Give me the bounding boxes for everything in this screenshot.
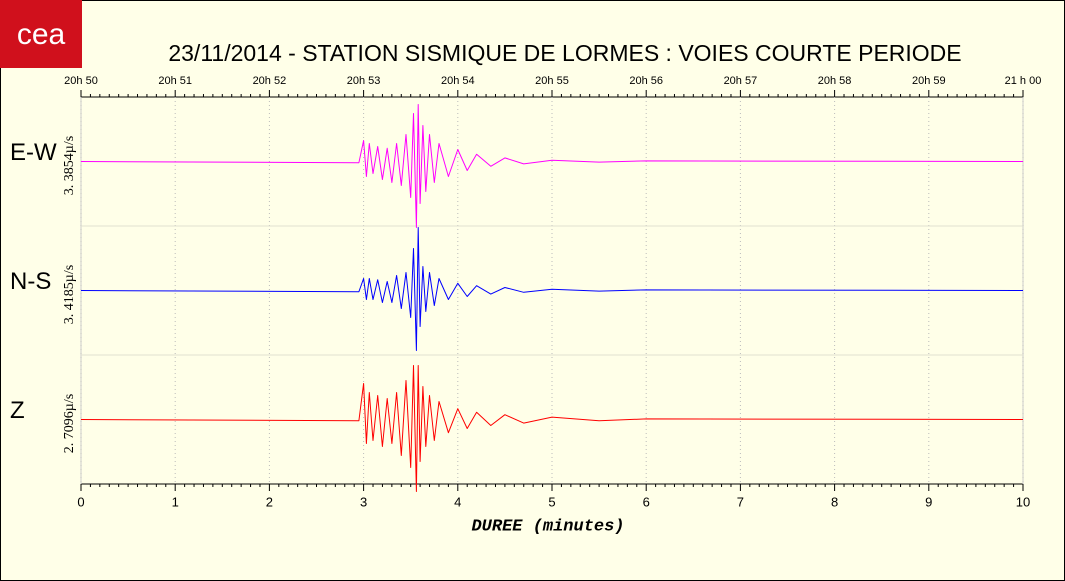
scale-label: 2. 7096µ/s: [62, 394, 77, 453]
top-tick-label: 21 h 00: [1005, 75, 1042, 87]
x-axis-label: DUREE (minutes): [471, 517, 624, 536]
channel-name: N-S: [10, 268, 51, 295]
x-tick-label: 3: [360, 494, 367, 509]
top-tick-label: 20h 55: [535, 75, 569, 87]
x-tick-label: 1: [172, 494, 179, 509]
top-tick-label: 20h 52: [253, 75, 287, 87]
x-tick-label: 9: [925, 494, 932, 509]
top-tick-label: 20h 59: [912, 75, 946, 87]
x-tick-label: 2: [266, 494, 273, 509]
trace: [80, 227, 1024, 351]
x-tick-label: 4: [454, 494, 461, 509]
channel-name: Z: [10, 397, 25, 424]
scale-label: 3. 4185µ/s: [62, 265, 77, 324]
x-tick-label: 7: [737, 494, 744, 509]
x-tick-label: 0: [77, 494, 84, 509]
top-tick-label: 20h 53: [347, 75, 381, 87]
top-tick-label: 20h 51: [158, 75, 192, 87]
top-tick-label: 20h 56: [629, 75, 663, 87]
trace: [80, 365, 1024, 492]
scale-label: 3. 3854µ/s: [62, 136, 77, 195]
top-tick-label: 20h 58: [818, 75, 852, 87]
x-tick-label: 6: [643, 494, 650, 509]
logo: cea: [17, 18, 66, 51]
chart-title: 23/11/2014 - STATION SISMIQUE DE LORMES …: [168, 40, 961, 66]
top-tick-label: 20h 54: [441, 75, 475, 87]
channel-name: E-W: [10, 139, 57, 166]
logo-box: [0, 0, 82, 68]
trace: [80, 104, 1024, 228]
top-tick-label: 20h 50: [64, 75, 98, 87]
x-tick-label: 5: [548, 494, 555, 509]
top-tick-label: 20h 57: [724, 75, 758, 87]
x-tick-label: 8: [831, 494, 838, 509]
x-tick-label: 10: [1016, 494, 1030, 509]
